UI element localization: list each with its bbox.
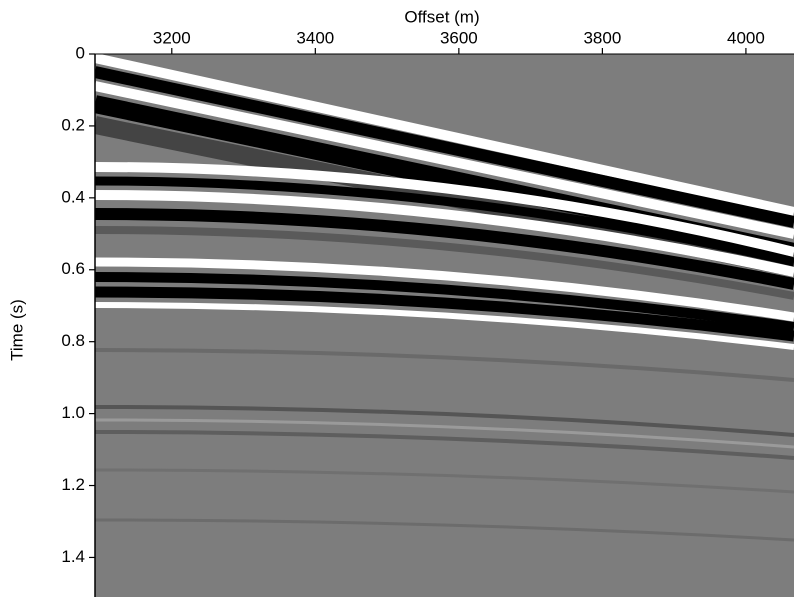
y-tick-label: 1.2 [61, 475, 85, 494]
x-axis-label: Offset (m) [404, 7, 479, 26]
x-tick-label: 3800 [583, 28, 621, 47]
x-tick-label: 3200 [153, 28, 191, 47]
y-tick-label: 0.4 [61, 187, 85, 206]
seismic-image [95, 54, 794, 597]
y-tick-label: 0.8 [61, 331, 85, 350]
y-tick-label: 1.4 [61, 547, 85, 566]
x-tick-label: 4000 [727, 28, 765, 47]
y-tick-label: 1.0 [61, 403, 85, 422]
y-tick-label: 0.6 [61, 259, 85, 278]
y-axis-label: Time (s) [7, 299, 26, 361]
x-tick-label: 3400 [296, 28, 334, 47]
x-tick-label: 3600 [440, 28, 478, 47]
y-tick-label: 0.2 [61, 115, 85, 134]
y-tick-label: 0 [76, 43, 85, 62]
